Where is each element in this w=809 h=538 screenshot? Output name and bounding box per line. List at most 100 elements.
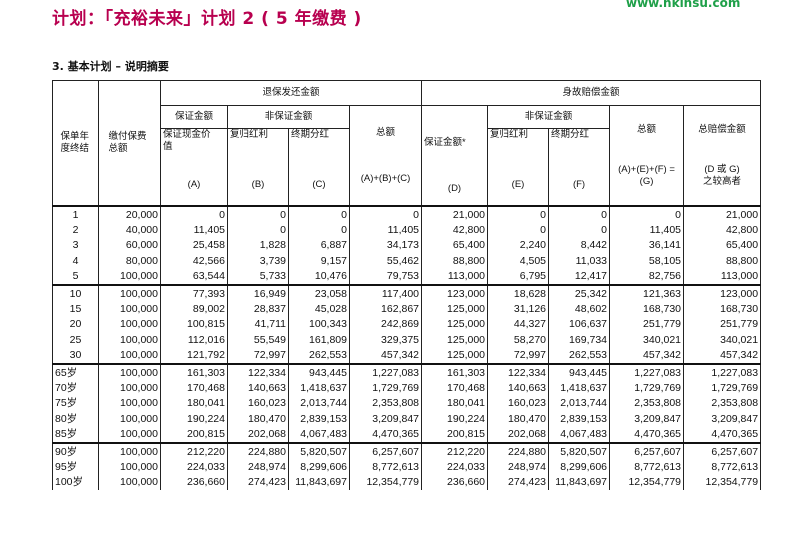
row-year-cell: 5 bbox=[52, 268, 99, 285]
row-year-cell: 10 bbox=[52, 283, 99, 302]
value-cell: 100,343 bbox=[288, 316, 350, 333]
row-year-cell: 15 bbox=[52, 301, 99, 317]
value-cell: 72,997 bbox=[487, 347, 550, 364]
table-row: 30 100,000 121,792 72,997 262,553 457,342 125,… bbox=[52, 347, 762, 364]
table-row: 1 20,000 0 0 0 0 21,000 0 0 0 21,000 bbox=[52, 204, 762, 223]
value-cell: 170,468 bbox=[421, 380, 489, 396]
value-cell: 1,418,637 bbox=[548, 380, 611, 396]
value-cell: 0 bbox=[609, 204, 685, 223]
value-cell: 248,974 bbox=[487, 459, 550, 475]
value-cell: 121,363 bbox=[609, 283, 685, 302]
value-cell: 88,800 bbox=[421, 253, 489, 269]
value-cell: 224,033 bbox=[160, 459, 228, 475]
section-heading: 3. 基本计划 – 说明摘要 bbox=[52, 60, 169, 73]
value-cell: 8,442 bbox=[548, 237, 611, 254]
value-cell: 1,729,769 bbox=[348, 380, 423, 396]
value-cell: 0 bbox=[348, 204, 423, 223]
value-cell: 224,033 bbox=[421, 459, 489, 475]
col-year-header: 保单年度终结 bbox=[52, 80, 99, 207]
value-cell: 100,000 bbox=[98, 441, 161, 460]
value-cell: 4,470,365 bbox=[348, 426, 423, 443]
value-cell: 2,839,153 bbox=[288, 411, 350, 427]
value-cell: 340,021 bbox=[683, 332, 762, 348]
value-cell: 11,843,697 bbox=[288, 474, 350, 491]
table-row: 100岁 100,000 236,660 274,423 11,843,697 12,35… bbox=[52, 474, 762, 491]
value-cell: 100,000 bbox=[98, 411, 161, 427]
value-cell: 100,000 bbox=[98, 268, 161, 285]
value-cell: 89,002 bbox=[160, 301, 228, 317]
value-cell: 106,637 bbox=[548, 316, 611, 333]
value-cell: 248,974 bbox=[227, 459, 289, 475]
value-cell: 169,734 bbox=[548, 332, 611, 348]
value-cell: 44,327 bbox=[487, 316, 550, 333]
value-cell: 58,270 bbox=[487, 332, 550, 348]
row-year-cell: 65岁 bbox=[52, 362, 99, 381]
value-cell: 125,000 bbox=[421, 316, 489, 333]
site-url[interactable]: www.hkinsu.com bbox=[626, 0, 741, 10]
value-cell: 42,800 bbox=[421, 222, 489, 238]
surrender-nonguaranteed-header: 非保证金额 bbox=[227, 105, 350, 129]
value-cell: 42,800 bbox=[683, 222, 762, 238]
value-cell: 1,729,769 bbox=[609, 380, 685, 396]
value-cell: 117,400 bbox=[348, 283, 423, 302]
value-cell: 100,000 bbox=[98, 316, 161, 333]
value-cell: 100,000 bbox=[98, 283, 161, 302]
max-death-header: 总赔偿金额 (D 或 G) 之较高者 bbox=[683, 105, 762, 207]
value-cell: 6,795 bbox=[487, 268, 550, 285]
value-cell: 113,000 bbox=[683, 268, 762, 285]
value-cell: 100,000 bbox=[98, 426, 161, 443]
value-cell: 20,000 bbox=[98, 204, 161, 223]
value-cell: 63,544 bbox=[160, 268, 228, 285]
value-cell: 0 bbox=[160, 204, 228, 223]
value-cell: 55,462 bbox=[348, 253, 423, 269]
value-cell: 457,342 bbox=[348, 347, 423, 364]
value-cell: 100,000 bbox=[98, 459, 161, 475]
row-year-cell: 95岁 bbox=[52, 459, 99, 475]
value-cell: 79,753 bbox=[348, 268, 423, 285]
surrender-total-header: 总额 (A)+(B)+(C) bbox=[348, 105, 423, 207]
value-cell: 180,470 bbox=[487, 411, 550, 427]
value-cell: 100,000 bbox=[98, 362, 161, 381]
death-guaranteed-header: 保证金额* (D) bbox=[421, 105, 489, 207]
row-year-cell: 20 bbox=[52, 316, 99, 333]
value-cell: 18,628 bbox=[487, 283, 550, 302]
value-cell: 2,013,744 bbox=[548, 395, 611, 412]
value-cell: 251,779 bbox=[683, 316, 762, 333]
value-cell: 1,227,083 bbox=[348, 362, 423, 381]
value-cell: 3,739 bbox=[227, 253, 289, 269]
col-premium-header: 缴付保费总额 bbox=[98, 80, 161, 207]
value-cell: 4,067,483 bbox=[288, 426, 350, 443]
value-cell: 9,157 bbox=[288, 253, 350, 269]
value-cell: 36,141 bbox=[609, 237, 685, 254]
value-cell: 6,257,607 bbox=[683, 441, 762, 460]
value-cell: 6,257,607 bbox=[348, 441, 423, 460]
value-cell: 121,792 bbox=[160, 347, 228, 364]
value-cell: 5,733 bbox=[227, 268, 289, 285]
value-cell: 162,867 bbox=[348, 301, 423, 317]
value-cell: 122,334 bbox=[487, 362, 550, 381]
value-cell: 8,772,613 bbox=[609, 459, 685, 475]
value-cell: 41,711 bbox=[227, 316, 289, 333]
value-cell: 82,756 bbox=[609, 268, 685, 285]
table-row: 15 100,000 89,002 28,837 45,028 162,867 125,00… bbox=[52, 301, 762, 317]
value-cell: 122,334 bbox=[227, 362, 289, 381]
value-cell: 161,809 bbox=[288, 332, 350, 348]
value-cell: 100,000 bbox=[98, 332, 161, 348]
value-cell: 100,000 bbox=[98, 474, 161, 491]
value-cell: 2,353,808 bbox=[609, 395, 685, 412]
row-year-cell: 75岁 bbox=[52, 395, 99, 412]
table-row: 75岁 100,000 180,041 160,023 2,013,744 2,353,8… bbox=[52, 395, 762, 412]
value-cell: 16,949 bbox=[227, 283, 289, 302]
value-cell: 202,068 bbox=[227, 426, 289, 443]
terminal-header: 终期分红 (C) bbox=[288, 128, 350, 207]
table-row: 95岁 100,000 224,033 248,974 8,299,606 8,772,6… bbox=[52, 459, 762, 475]
value-cell: 329,375 bbox=[348, 332, 423, 348]
value-cell: 25,458 bbox=[160, 237, 228, 254]
value-cell: 212,220 bbox=[160, 441, 228, 460]
value-cell: 3,209,847 bbox=[609, 411, 685, 427]
value-cell: 180,041 bbox=[421, 395, 489, 412]
reversionary-header: 复归红利 (B) bbox=[227, 128, 289, 207]
value-cell: 65,400 bbox=[683, 237, 762, 254]
table-row: 2 40,000 11,405 0 0 11,405 42,800 0 0 11,405 42,80… bbox=[52, 222, 762, 238]
value-cell: 180,041 bbox=[160, 395, 228, 412]
